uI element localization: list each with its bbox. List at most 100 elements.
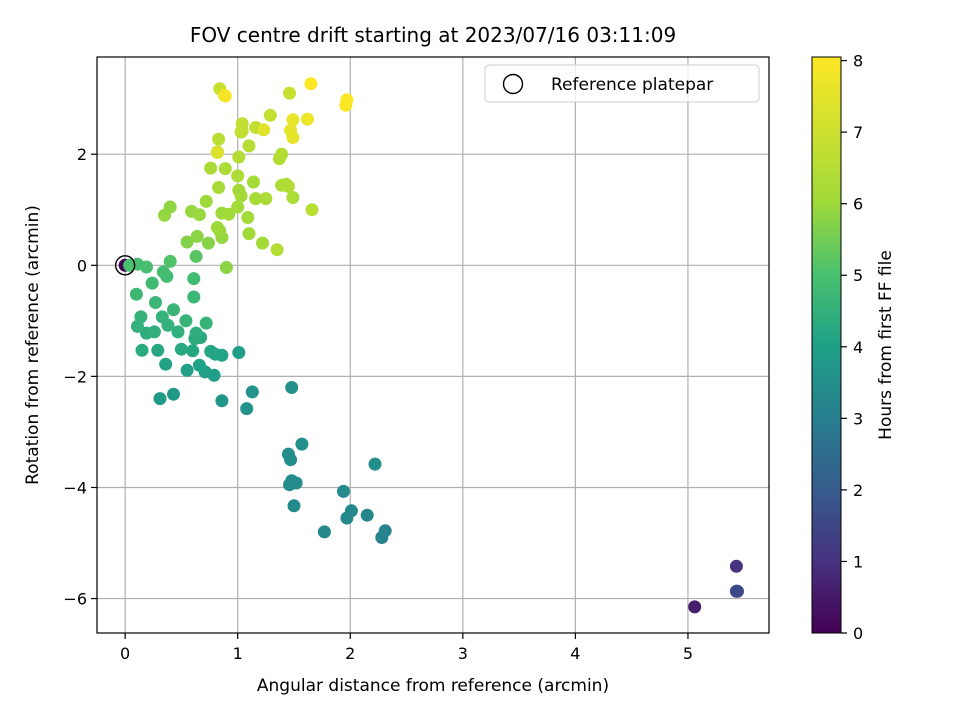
data-point (256, 236, 269, 250)
data-point (210, 146, 224, 159)
data-point (242, 227, 256, 241)
data-point (145, 276, 159, 290)
reference-layer (114, 255, 136, 276)
data-point (263, 108, 277, 122)
data-point (204, 344, 218, 358)
data-point (731, 584, 744, 598)
data-point (240, 402, 254, 416)
data-point (688, 600, 702, 614)
colorbar-tick-label: 2 (853, 481, 863, 500)
data-point (340, 511, 354, 525)
data-point (231, 200, 245, 214)
data-point (210, 221, 224, 234)
data-point (231, 169, 245, 183)
data-point (304, 77, 318, 91)
data-point (301, 112, 314, 126)
data-point (286, 131, 300, 144)
data-point (340, 93, 354, 107)
data-point (247, 175, 260, 189)
data-point (242, 139, 256, 153)
y-tick-label: 2 (77, 145, 87, 164)
data-point (232, 346, 246, 359)
colorbar-tick-label: 8 (853, 52, 863, 71)
data-point (729, 559, 743, 573)
data-point (207, 368, 221, 382)
data-point (286, 113, 300, 127)
colorbar-tick-label: 5 (853, 266, 863, 285)
colorbar-tick-label: 6 (853, 195, 863, 214)
legend-box (484, 64, 760, 103)
y-tick-label: −6 (63, 590, 87, 609)
data-point (281, 179, 295, 193)
y-axis-ticks: −6 −4 −2 0 2 (63, 145, 97, 609)
data-point (149, 296, 162, 309)
data-point (378, 524, 392, 538)
data-point (212, 181, 226, 194)
data-point (368, 457, 382, 471)
data-point (249, 192, 263, 206)
data-point (287, 499, 301, 513)
data-point (159, 357, 173, 371)
data-point (270, 243, 284, 257)
data-point (190, 229, 204, 243)
data-point (232, 150, 246, 164)
data-point (155, 310, 169, 324)
data-point (295, 437, 309, 451)
data-point (192, 208, 206, 222)
data-point (129, 287, 143, 301)
reference-platepar-marker (114, 255, 136, 276)
data-point (241, 211, 255, 224)
data-point (123, 258, 137, 272)
x-tick-label: 0 (120, 644, 130, 663)
data-point (156, 265, 170, 279)
x-axis-label: Angular distance from reference (arcmin) (257, 676, 609, 696)
data-point (187, 272, 201, 286)
data-point (189, 326, 203, 340)
data-point (337, 484, 350, 498)
y-axis-label: Rotation from reference (arcmin) (23, 205, 43, 485)
y-tick-label: −4 (63, 478, 87, 497)
data-point (219, 261, 233, 274)
data-point (215, 394, 229, 408)
data-point (199, 316, 213, 330)
data-point (179, 314, 193, 328)
x-tick-label: 3 (458, 644, 468, 663)
x-tick-label: 5 (683, 644, 693, 663)
plot-frame (96, 56, 770, 634)
data-point (192, 358, 206, 372)
data-point (189, 249, 203, 263)
data-point (234, 125, 248, 139)
data-point (212, 132, 226, 146)
data-point (284, 453, 298, 467)
y-tick-label: 0 (77, 256, 87, 275)
data-point (201, 236, 215, 250)
x-tick-label: 4 (570, 644, 580, 663)
data-point (285, 381, 299, 394)
data-point (151, 343, 165, 357)
grid (97, 57, 769, 633)
data-point (174, 342, 188, 356)
data-point (245, 385, 259, 399)
data-point (317, 525, 331, 539)
colorbar-ticks: 0 1 2 3 4 5 6 7 8 (841, 52, 863, 643)
colorbar-tick-label: 4 (853, 338, 863, 357)
data-point (259, 192, 273, 206)
x-tick-label: 1 (233, 644, 243, 663)
colorbar (811, 56, 842, 634)
data-point (153, 392, 167, 406)
data-point (283, 478, 296, 492)
data-point (218, 162, 232, 176)
data-point (167, 303, 180, 317)
legend-label-reference: Reference platepar (551, 75, 713, 95)
data-point (187, 290, 201, 304)
data-point (167, 387, 180, 401)
colorbar-label: Hours from first FF file (876, 250, 896, 440)
data-point (134, 310, 148, 324)
data-point (147, 325, 161, 339)
colorbar-tick-label: 0 (853, 624, 863, 643)
x-tick-label: 2 (345, 644, 355, 663)
data-point (283, 86, 296, 100)
x-axis-ticks: 0 1 2 3 4 5 (120, 633, 693, 663)
data-point (180, 363, 194, 377)
data-point (163, 200, 177, 214)
